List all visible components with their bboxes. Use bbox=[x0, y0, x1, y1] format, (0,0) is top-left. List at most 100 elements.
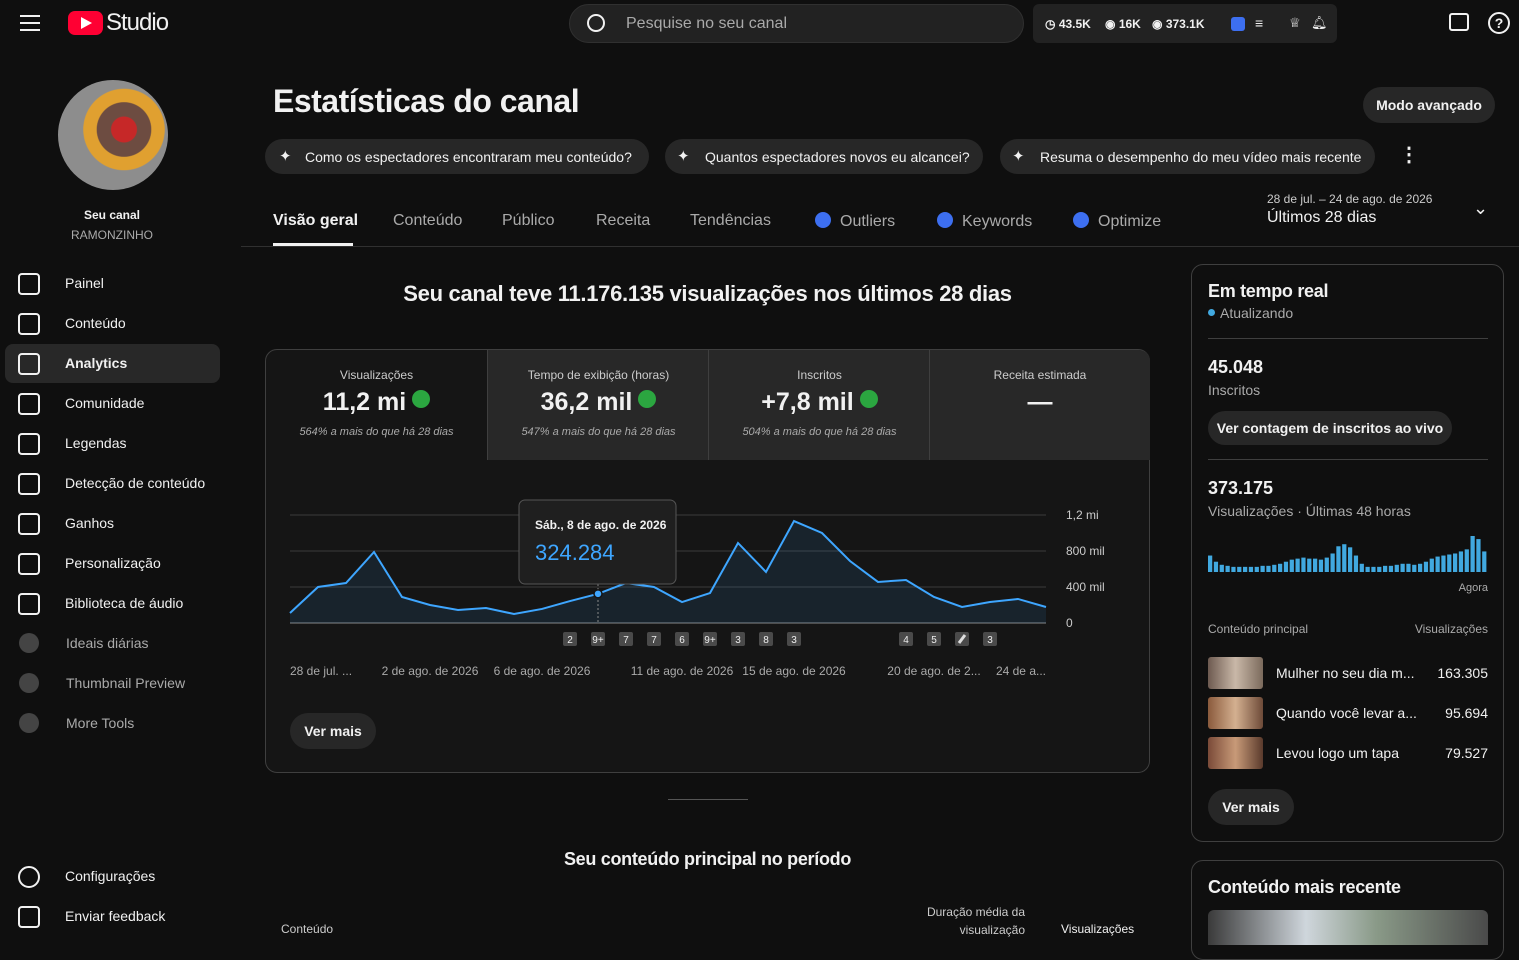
tab[interactable]: Outliers bbox=[815, 212, 895, 231]
bar bbox=[1307, 558, 1312, 572]
subscribers-count: 45.048 bbox=[1208, 357, 1264, 377]
period-selector[interactable]: Últimos 28 dias bbox=[1267, 209, 1377, 226]
nav-item[interactable]: Ideais diárias bbox=[66, 635, 149, 651]
bar bbox=[1377, 566, 1382, 572]
nav-item[interactable]: More Tools bbox=[66, 715, 135, 731]
upload-marker bbox=[647, 632, 661, 646]
advanced-mode-button[interactable]: Modo avançado bbox=[1363, 87, 1495, 123]
bar bbox=[1470, 536, 1475, 572]
logo-icon[interactable] bbox=[68, 11, 103, 35]
metric-tab[interactable]: Tempo de exibição (horas) 36,2 mil 547% a … bbox=[487, 350, 709, 460]
nav-item[interactable]: Legendas bbox=[65, 435, 127, 451]
metric-value: 36,2 mil bbox=[540, 388, 633, 416]
video-title[interactable]: Levou logo um tapa bbox=[1276, 745, 1399, 761]
metric-value: 11,2 mi bbox=[322, 388, 407, 416]
highlight-point bbox=[593, 589, 603, 599]
nav-item[interactable]: Comunidade bbox=[65, 395, 145, 411]
upload-marker-label: 9+ bbox=[704, 635, 716, 646]
suggestion-chip[interactable]: ✦ Quantos espectadores novos eu alcancei? bbox=[665, 139, 983, 174]
recent-thumbnail[interactable] bbox=[1208, 910, 1488, 945]
live-count-button[interactable]: Ver contagem de inscritos ao vivo bbox=[1208, 411, 1452, 445]
tab[interactable]: Tendências bbox=[690, 212, 771, 229]
nav-icon bbox=[18, 553, 40, 575]
upload-marker bbox=[563, 632, 577, 646]
video-thumbnail[interactable] bbox=[1208, 697, 1263, 729]
nav-item[interactable]: Enviar feedback bbox=[65, 908, 166, 924]
channel-name: RAMONZINHO bbox=[71, 228, 153, 242]
metric-tab[interactable]: Receita estimada — bbox=[929, 350, 1150, 460]
metric-note: 547% a mais do que há 28 dias bbox=[521, 426, 676, 438]
see-more-button[interactable]: Ver mais bbox=[290, 713, 376, 749]
bar bbox=[1278, 563, 1283, 572]
nav-item[interactable]: Biblioteca de áudio bbox=[65, 595, 184, 611]
nav-active-bg bbox=[5, 344, 220, 383]
bar bbox=[1289, 559, 1294, 572]
video-thumbnail[interactable] bbox=[1208, 657, 1263, 689]
tab[interactable]: Receita bbox=[596, 212, 651, 229]
upload-marker bbox=[619, 632, 633, 646]
nav-item[interactable]: Conteúdo bbox=[65, 315, 126, 331]
x-tick-label: 24 de a... bbox=[996, 664, 1046, 678]
nav-item[interactable]: Painel bbox=[65, 275, 104, 291]
video-title[interactable]: Mulher no seu dia m... bbox=[1276, 665, 1415, 681]
tab[interactable]: Público bbox=[502, 212, 555, 229]
suggestion-chip[interactable]: ✦ Como os espectadores encontraram meu co… bbox=[265, 139, 649, 174]
metric-note: 504% a mais do que há 28 dias bbox=[742, 426, 897, 438]
period-dropdown[interactable]: ⌄ bbox=[1473, 198, 1489, 218]
bar bbox=[1330, 553, 1335, 572]
shorts-marker bbox=[955, 632, 969, 646]
tooltip-value: 324.284 bbox=[535, 540, 615, 565]
suggestion-chip[interactable]: ✦ Resuma o desempenho do meu vídeo mais r… bbox=[1000, 139, 1375, 174]
upload-marker-label: 2 bbox=[567, 635, 573, 646]
search-box[interactable]: Pesquise no seu canal bbox=[569, 4, 1024, 43]
bar bbox=[1435, 556, 1440, 572]
tab[interactable]: Optimize bbox=[1073, 212, 1161, 231]
bar bbox=[1243, 566, 1248, 572]
bar bbox=[1476, 539, 1481, 572]
help-button[interactable]: ? bbox=[1488, 12, 1510, 34]
nav-icon bbox=[18, 313, 40, 335]
tab-text: Outliers bbox=[840, 213, 896, 230]
divider bbox=[668, 799, 748, 800]
tab[interactable]: Visão geral bbox=[273, 212, 359, 229]
bar bbox=[1342, 544, 1347, 572]
subscribers-label: Inscritos bbox=[1208, 382, 1261, 398]
more-button[interactable]: ⋮ bbox=[1399, 144, 1419, 166]
metric-tab[interactable]: Inscritos +7,8 mil 504% a mais do que há 2… bbox=[708, 350, 930, 460]
logo-text[interactable]: Studio bbox=[106, 9, 169, 36]
bar bbox=[1453, 553, 1458, 572]
stat: 43.5K bbox=[1058, 17, 1091, 31]
nav-item[interactable]: Personalização bbox=[65, 555, 161, 571]
nav-item[interactable]: Analytics bbox=[65, 355, 128, 371]
tab[interactable]: Keywords bbox=[937, 212, 1032, 231]
menu-button[interactable] bbox=[20, 15, 40, 31]
bar bbox=[1225, 565, 1230, 572]
y-tick-label: 0 bbox=[1066, 616, 1073, 630]
nav-item[interactable]: Configurações bbox=[65, 868, 156, 884]
views-count: 373.175 bbox=[1208, 478, 1274, 498]
x-tick-label: 15 de ago. de 2026 bbox=[742, 664, 846, 678]
video-title[interactable]: Quando você levar a... bbox=[1276, 705, 1417, 721]
bar bbox=[1447, 554, 1452, 572]
video-thumbnail[interactable] bbox=[1208, 737, 1263, 769]
nav-icon bbox=[19, 633, 39, 653]
nav-item[interactable]: Thumbnail Preview bbox=[66, 675, 186, 691]
metric-label: Visualizações bbox=[339, 368, 414, 382]
bar bbox=[1295, 558, 1300, 572]
tab[interactable]: Conteúdo bbox=[393, 212, 463, 229]
list-header: Conteúdo principal bbox=[1208, 622, 1309, 636]
suggestion-text: Como os espectadores encontraram meu con… bbox=[305, 149, 632, 165]
realtime-status: Atualizando bbox=[1220, 305, 1294, 321]
upload-marker-label: 9+ bbox=[592, 635, 604, 646]
nav-item[interactable]: Ganhos bbox=[65, 515, 115, 531]
area bbox=[290, 521, 1046, 623]
see-more-button[interactable]: Ver mais bbox=[1208, 789, 1294, 825]
status-dot bbox=[1208, 309, 1215, 316]
upload-marker bbox=[591, 632, 605, 646]
channel-avatar[interactable] bbox=[58, 80, 168, 190]
nav-item[interactable]: Detecção de conteúdo bbox=[65, 475, 206, 491]
recent-title: Conteúdo mais recente bbox=[1208, 877, 1401, 897]
create-button[interactable] bbox=[1449, 13, 1469, 31]
metric-tab[interactable]: Visualizações 11,2 mi 564% a mais do que h… bbox=[266, 350, 487, 460]
bar bbox=[1336, 546, 1341, 572]
